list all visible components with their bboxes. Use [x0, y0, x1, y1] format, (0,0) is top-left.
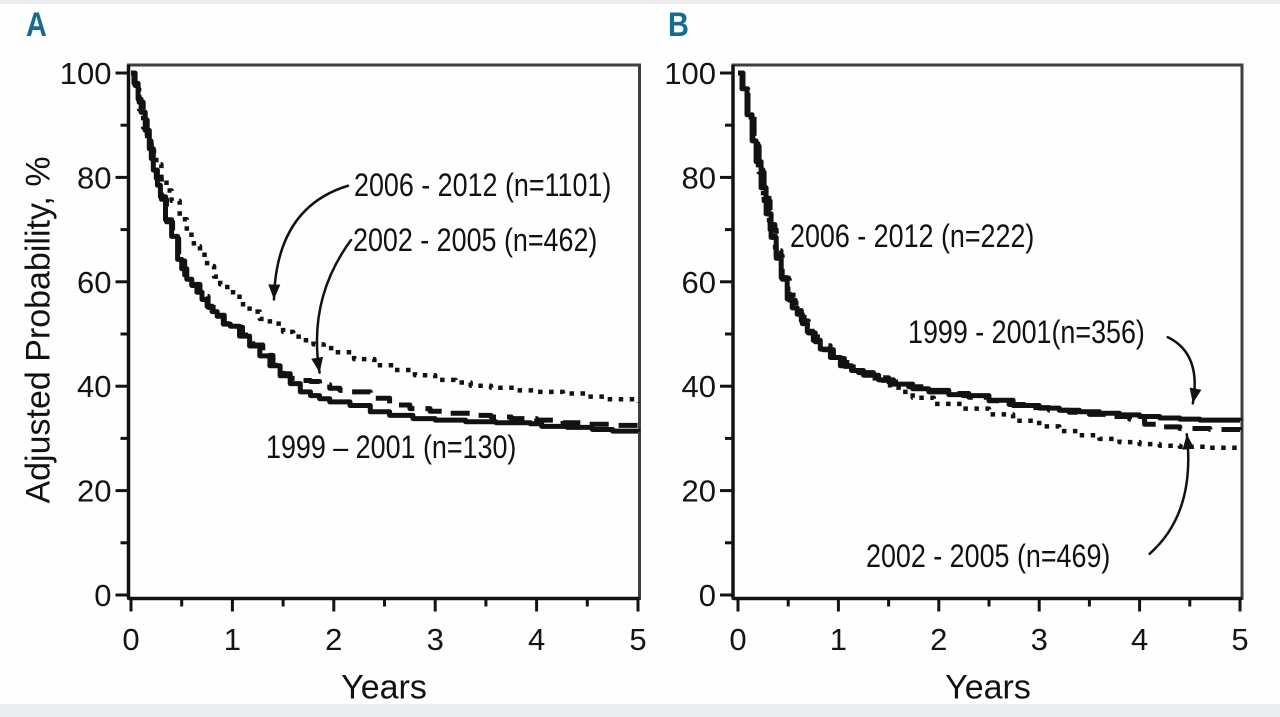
- plot-frame-a: [127, 63, 641, 600]
- y-tick-label-a: 60: [77, 265, 111, 300]
- y-tick-label-a: 20: [77, 474, 111, 509]
- annotation-a-2002-2005: 2002 - 2005 (n=462): [353, 222, 598, 258]
- annotation-arrow-b: [1148, 432, 1190, 556]
- annotation-arrow-a: [315, 238, 353, 374]
- y-tick-label-b: 20: [682, 474, 716, 509]
- annotation-b-2006-2012: 2006 - 2012 (n=222): [790, 218, 1035, 254]
- panel-label-b: B: [668, 6, 689, 44]
- x-axis-title-b: Years: [945, 668, 1031, 707]
- annotation-b-2002-2005: 2002 - 2005 (n=469): [866, 538, 1111, 574]
- x-tick-label-a: 3: [427, 622, 444, 657]
- annotation-arrow-a: [272, 184, 350, 301]
- x-axis-title-a: Years: [341, 668, 427, 707]
- annotation-a-1999-2001: 1999 – 2001 (n=130): [266, 429, 517, 465]
- x-tick-label-b: 0: [729, 622, 746, 657]
- y-tick-label-a: 0: [94, 578, 111, 613]
- y-tick-label-b: 60: [682, 265, 716, 300]
- x-tick-label-a: 2: [325, 622, 342, 657]
- x-tick-label-b: 4: [1131, 622, 1148, 657]
- annotation-b-1999-2001: 1999 - 2001(n=356): [908, 314, 1145, 350]
- annotation-a-2006-2012: 2006 - 2012 (n=1101): [354, 167, 612, 203]
- y-tick-label-a: 40: [77, 369, 111, 404]
- y-tick-label-b: 0: [699, 578, 716, 613]
- scan-edge-bottom: [0, 704, 1280, 717]
- x-tick-label-b: 1: [830, 622, 847, 657]
- x-tick-label-a: 1: [224, 622, 241, 657]
- x-tick-label-b: 3: [1031, 622, 1048, 657]
- annotation-arrowhead-a: [268, 284, 281, 300]
- x-tick-label-b: 2: [930, 622, 947, 657]
- panel-label-a: A: [26, 6, 47, 44]
- x-tick-label-a: 5: [629, 622, 646, 657]
- annotation-arrowhead-b: [1182, 434, 1195, 450]
- x-tick-label-a: 0: [122, 622, 139, 657]
- y-tick-label-b: 80: [682, 160, 716, 195]
- annotation-arrowhead-b: [1189, 387, 1202, 404]
- y-axis-title: Adjusted Probability, %: [19, 156, 58, 504]
- curve-b-dotted: [738, 70, 1243, 451]
- annotation-arrow-b: [1166, 335, 1196, 405]
- y-tick-label-b: 100: [664, 56, 716, 91]
- y-tick-label-a: 80: [77, 160, 111, 195]
- x-tick-label-b: 5: [1231, 622, 1248, 657]
- annotation-arrowhead-a: [311, 356, 324, 373]
- curve-a-dashed: [131, 70, 641, 428]
- curve-a-solid: [131, 70, 641, 434]
- curve-b-dashed: [738, 70, 1243, 432]
- scan-edge-top: [0, 0, 1280, 4]
- y-tick-label-b: 40: [682, 369, 716, 404]
- x-tick-label-a: 4: [528, 622, 545, 657]
- y-tick-label-a: 100: [60, 56, 112, 91]
